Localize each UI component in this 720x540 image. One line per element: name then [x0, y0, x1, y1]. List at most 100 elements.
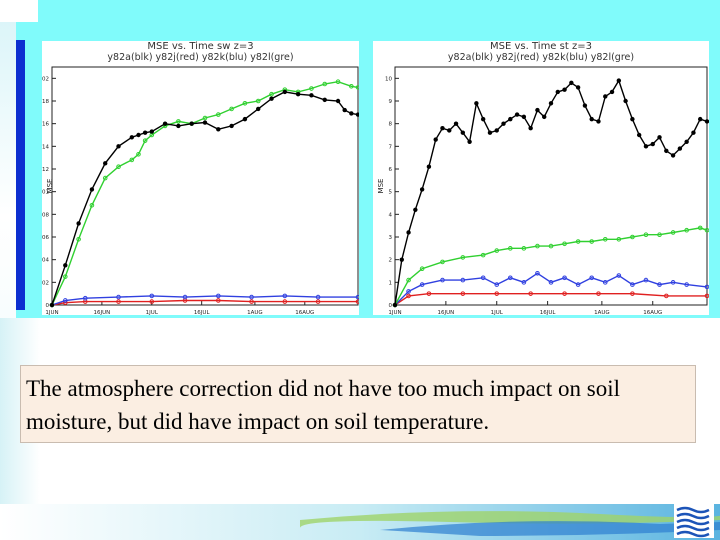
data-point-y82l	[76, 236, 81, 242]
data-point-y82a	[392, 302, 398, 308]
data-point-y82k	[419, 282, 425, 287]
data-point-y82k	[82, 295, 88, 301]
data-point-y82l	[269, 91, 274, 97]
data-point-y82a	[440, 126, 445, 131]
data-point-y82a	[691, 130, 696, 135]
data-point-y82l	[460, 255, 466, 260]
data-point-y82a	[309, 93, 314, 98]
data-point-y82a	[636, 132, 642, 138]
y-tick-label: 0.012	[42, 167, 49, 173]
data-point-y82a	[162, 121, 168, 126]
data-point-y82a	[480, 116, 486, 122]
data-point-y82j	[315, 299, 321, 304]
data-point-y82k	[249, 294, 254, 300]
chart-st-panel: MSE vs. Time st z=3 y82a(blk) y82j(red) y…	[373, 41, 709, 315]
y-tick-label: 9	[389, 99, 393, 105]
data-point-y82l	[419, 266, 425, 272]
data-point-y82a	[684, 139, 689, 144]
y-tick-label: 0	[46, 303, 50, 309]
data-point-y82k	[315, 294, 321, 300]
data-point-y82a	[575, 85, 581, 90]
data-point-y82a	[136, 132, 141, 138]
x-tick-label: 16JUL	[540, 310, 557, 315]
data-point-y82l	[116, 164, 121, 170]
y-axis-label: MSE	[377, 179, 385, 194]
data-point-y82a	[419, 187, 425, 192]
data-point-y82a	[623, 98, 628, 104]
data-point-y82k	[440, 277, 445, 283]
plot-frame	[51, 66, 359, 306]
data-point-y82l	[704, 227, 709, 233]
data-point-y82a	[406, 230, 411, 235]
chart-title: MSE vs. Time st z=3	[490, 41, 592, 52]
data-point-y82k	[406, 289, 411, 294]
data-point-y82j	[630, 291, 635, 296]
x-tick-label: 16JUN	[94, 310, 111, 315]
data-point-y82a	[89, 187, 95, 192]
data-point-y82l	[349, 83, 354, 89]
data-point-y82j	[494, 291, 500, 296]
data-point-y82l	[602, 236, 608, 242]
x-tick-label: 16AUG	[295, 310, 314, 315]
data-point-y82j	[460, 291, 466, 296]
data-point-y82a	[677, 146, 683, 151]
data-point-y82j	[406, 293, 411, 299]
data-point-y82a	[282, 89, 288, 95]
data-point-y82a	[295, 92, 301, 97]
data-point-y82k	[282, 293, 288, 299]
chart-subtitle: y82a(blk) y82j(red) y82k(blu) y82l(gre)	[448, 52, 634, 63]
data-point-y82j	[355, 299, 359, 304]
data-point-y82a	[76, 221, 81, 226]
data-point-y82k	[704, 284, 709, 290]
data-point-y82j	[249, 299, 254, 304]
data-point-y82l	[89, 202, 95, 208]
data-point-y82k	[562, 275, 567, 281]
data-point-y82a	[176, 123, 181, 129]
data-point-y82j	[116, 299, 121, 304]
data-point-y82a	[514, 112, 520, 117]
data-point-y82l	[242, 100, 248, 106]
data-point-y82l	[440, 259, 445, 265]
data-point-y82a	[508, 116, 513, 122]
y-axis-label: MSE	[46, 179, 54, 194]
data-point-y82k	[480, 275, 486, 281]
x-tick-label: 1AUG	[247, 310, 263, 315]
data-point-y82a	[322, 97, 327, 103]
data-point-y82j	[528, 291, 533, 296]
data-point-y82a	[189, 121, 194, 126]
y-tick-label: 0.014	[42, 144, 49, 150]
corner-decor	[0, 0, 36, 22]
x-tick-label: 16JUL	[194, 310, 211, 315]
y-tick-label: 0.006	[42, 235, 49, 241]
data-point-y82a	[355, 112, 359, 117]
y-tick-label: 3	[389, 235, 393, 241]
data-point-y82k	[535, 270, 540, 276]
data-point-y82a	[582, 103, 588, 108]
data-point-y82l	[102, 175, 108, 181]
y-tick-label: 0.02	[42, 76, 49, 82]
data-point-y82j	[216, 298, 221, 303]
data-point-y82k	[182, 294, 188, 300]
data-point-y82a	[142, 130, 148, 135]
y-tick-label: 0.018	[42, 99, 49, 105]
data-point-y82a	[548, 101, 554, 106]
data-point-y82l	[406, 277, 411, 283]
data-point-y82a	[460, 130, 466, 135]
data-point-y82k	[575, 282, 581, 287]
data-point-y82l	[355, 85, 359, 90]
caption-box: The atmosphere correction did not have t…	[20, 365, 696, 443]
data-point-y82l	[589, 239, 594, 244]
bottom-decor-strip	[0, 504, 720, 540]
data-point-y82l	[670, 230, 676, 235]
data-point-y82l	[229, 106, 234, 112]
data-point-y82k	[494, 282, 500, 287]
data-point-y82a	[616, 78, 622, 83]
data-point-y82k	[116, 294, 121, 300]
data-point-y82l	[521, 246, 527, 251]
data-point-y82k	[63, 298, 68, 303]
data-point-y82a	[630, 116, 635, 122]
x-tick-label: 1JUL	[491, 310, 504, 315]
data-point-y82k	[684, 282, 689, 287]
